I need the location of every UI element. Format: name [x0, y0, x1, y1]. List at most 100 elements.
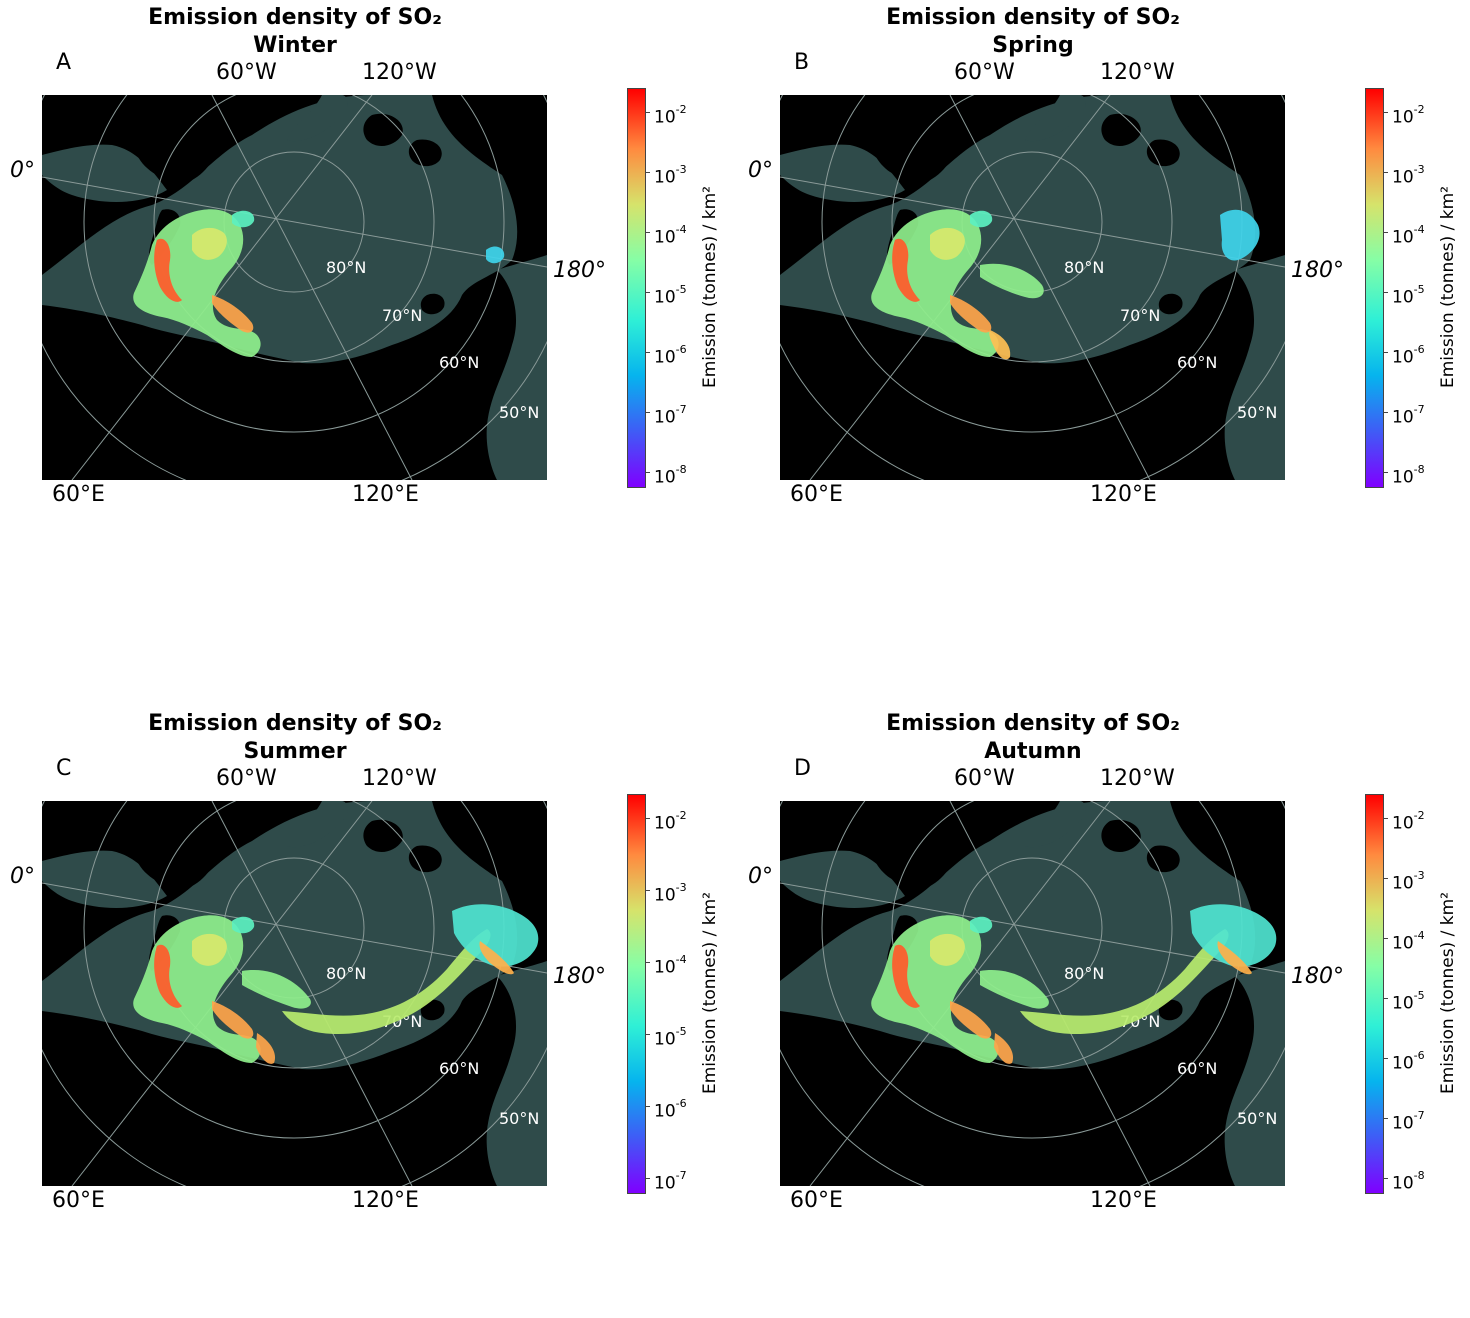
- panel-letter: D: [794, 756, 811, 781]
- colorbar-tick-base: 10: [654, 813, 676, 834]
- colorbar-tick-mark: [645, 172, 650, 173]
- emission-region: [892, 238, 920, 302]
- colorbar-tick-mark: [645, 1106, 650, 1107]
- meridian-0-180: [42, 176, 547, 268]
- colorbar-tick-base: 10: [654, 467, 676, 488]
- emission-region: [282, 929, 491, 1035]
- colorbar-tick-exponent: -5: [1413, 989, 1425, 1002]
- colorbar-tick-base: 10: [654, 347, 676, 368]
- colorbar-tick-mark: [1383, 472, 1388, 473]
- hudson-bay: [287, 801, 348, 848]
- meridian-60: [809, 801, 1111, 1186]
- pacific-ocean: [486, 255, 547, 480]
- island-new-siberian: [1158, 999, 1183, 1021]
- colorbar-tick-label: 10-3: [1392, 869, 1425, 893]
- hudson-bay: [1025, 801, 1086, 848]
- island-canadian-archipelago: [1101, 113, 1180, 167]
- map-panel-d: Emission density of SO₂ Autumn D 60°W 12…: [738, 706, 1470, 1318]
- colorbar-tick-base: 10: [654, 227, 676, 248]
- lat-label-80: 80°N: [1064, 258, 1104, 277]
- norwegian-sea: [780, 850, 905, 908]
- colorbar-tick-base: 10: [654, 1101, 676, 1122]
- map-panel-c: Emission density of SO₂ Summer C 60°W 12…: [0, 706, 735, 1318]
- lat-label-60: 60°N: [439, 353, 479, 372]
- colorbar-tick-mark: [645, 112, 650, 113]
- colorbar-tick-exponent: -3: [1413, 869, 1425, 882]
- colorbar-tick-base: 10: [1392, 287, 1414, 308]
- meridian-120: [949, 95, 1151, 480]
- panel-title-main: Emission density of SO₂: [148, 711, 442, 736]
- emission-region: [930, 227, 965, 260]
- norwegian-sea: [42, 850, 167, 908]
- colorbar-tick-mark: [645, 962, 650, 963]
- emission-region: [989, 330, 1011, 360]
- panel-title-season: Winter: [253, 33, 337, 58]
- panel-title-main: Emission density of SO₂: [148, 5, 442, 30]
- lat-label-70: 70°N: [382, 306, 422, 325]
- lon-label-60w: 60°W: [216, 60, 277, 85]
- colorbar-tick-mark: [645, 292, 650, 293]
- lat-label-50: 50°N: [499, 1109, 539, 1128]
- pacific-ocean: [1224, 255, 1285, 480]
- emission-region: [242, 970, 311, 1009]
- emission-field: [133, 904, 539, 1064]
- lat-label-50: 50°N: [1237, 403, 1277, 422]
- polar-map: 80°N 70°N 60°N 50°N: [42, 801, 547, 1186]
- emission-field: [871, 904, 1277, 1064]
- emission-region: [1220, 209, 1260, 261]
- lat-circle-70: [891, 95, 1173, 363]
- polar-map: 80°N 70°N 60°N 50°N: [780, 95, 1285, 480]
- island-greenland: [132, 812, 221, 888]
- colorbar-tick-exponent: -8: [1413, 1169, 1425, 1182]
- lon-label-0: 0°: [10, 864, 35, 889]
- lon-label-60w: 60°W: [954, 766, 1015, 791]
- meridian-120: [211, 95, 413, 480]
- emission-region: [479, 941, 514, 975]
- emission-region: [154, 238, 182, 302]
- meridian-60: [809, 95, 1111, 480]
- colorbar-tick-label: 10-2: [1392, 103, 1425, 127]
- colorbar-label: Emission (tonnes) / km²: [1438, 186, 1458, 388]
- lat-label-70: 70°N: [1120, 306, 1160, 325]
- island-greenland: [132, 106, 221, 182]
- lon-label-120w: 120°W: [1100, 60, 1175, 85]
- colorbar-tick-base: 10: [654, 107, 676, 128]
- island-greenland: [870, 812, 959, 888]
- colorbar-tick-base: 10: [1392, 347, 1414, 368]
- colorbar-tick-label: 10-4: [1392, 223, 1425, 247]
- panel-title: Emission density of SO₂ Spring: [778, 4, 1288, 60]
- panel-title-main: Emission density of SO₂: [886, 711, 1180, 736]
- colorbar-tick-mark: [1383, 172, 1388, 173]
- colorbar-tick-exponent: -8: [1413, 463, 1425, 476]
- colorbar-tick-mark: [645, 472, 650, 473]
- pacific-ocean: [1224, 961, 1285, 1186]
- panel-letter: A: [56, 50, 72, 75]
- map-panel-a: Emission density of SO₂ Winter A 60°W 12…: [0, 0, 735, 612]
- panel-title-season: Summer: [243, 739, 347, 764]
- colorbar-tick-label: 10-3: [654, 881, 687, 905]
- colorbar-label: Emission (tonnes) / km²: [700, 892, 720, 1094]
- colorbar-tick-label: 10-5: [1392, 283, 1425, 308]
- colorbar-tick-exponent: -5: [675, 1025, 687, 1038]
- island-new-siberian: [420, 293, 445, 315]
- colorbar-tick-base: 10: [654, 1029, 676, 1050]
- colorbar-tick-mark: [1383, 112, 1388, 113]
- colorbar-tick-base: 10: [1392, 993, 1414, 1014]
- colorbar-tick-exponent: -2: [1413, 809, 1425, 822]
- emission-region: [452, 904, 539, 967]
- lon-label-180: 180°: [553, 964, 606, 989]
- emission-region: [950, 295, 992, 333]
- colorbar-tick-exponent: -8: [675, 463, 687, 476]
- norwegian-sea: [780, 144, 905, 202]
- colorbar-tick-mark: [1383, 1058, 1388, 1059]
- colorbar-tick-base: 10: [1392, 467, 1414, 488]
- lon-label-0: 0°: [748, 864, 773, 889]
- colorbar-tick-label: 10-4: [654, 223, 687, 248]
- meridian-120: [211, 801, 413, 1186]
- lat-label-80: 80°N: [326, 258, 366, 277]
- lon-label-120e: 120°E: [1090, 1188, 1157, 1213]
- meridian-60: [71, 95, 373, 480]
- colorbar-tick-label: 10-8: [654, 463, 687, 488]
- island-canadian-archipelago: [363, 819, 442, 873]
- colorbar-tick-label: 10-5: [1392, 989, 1425, 1014]
